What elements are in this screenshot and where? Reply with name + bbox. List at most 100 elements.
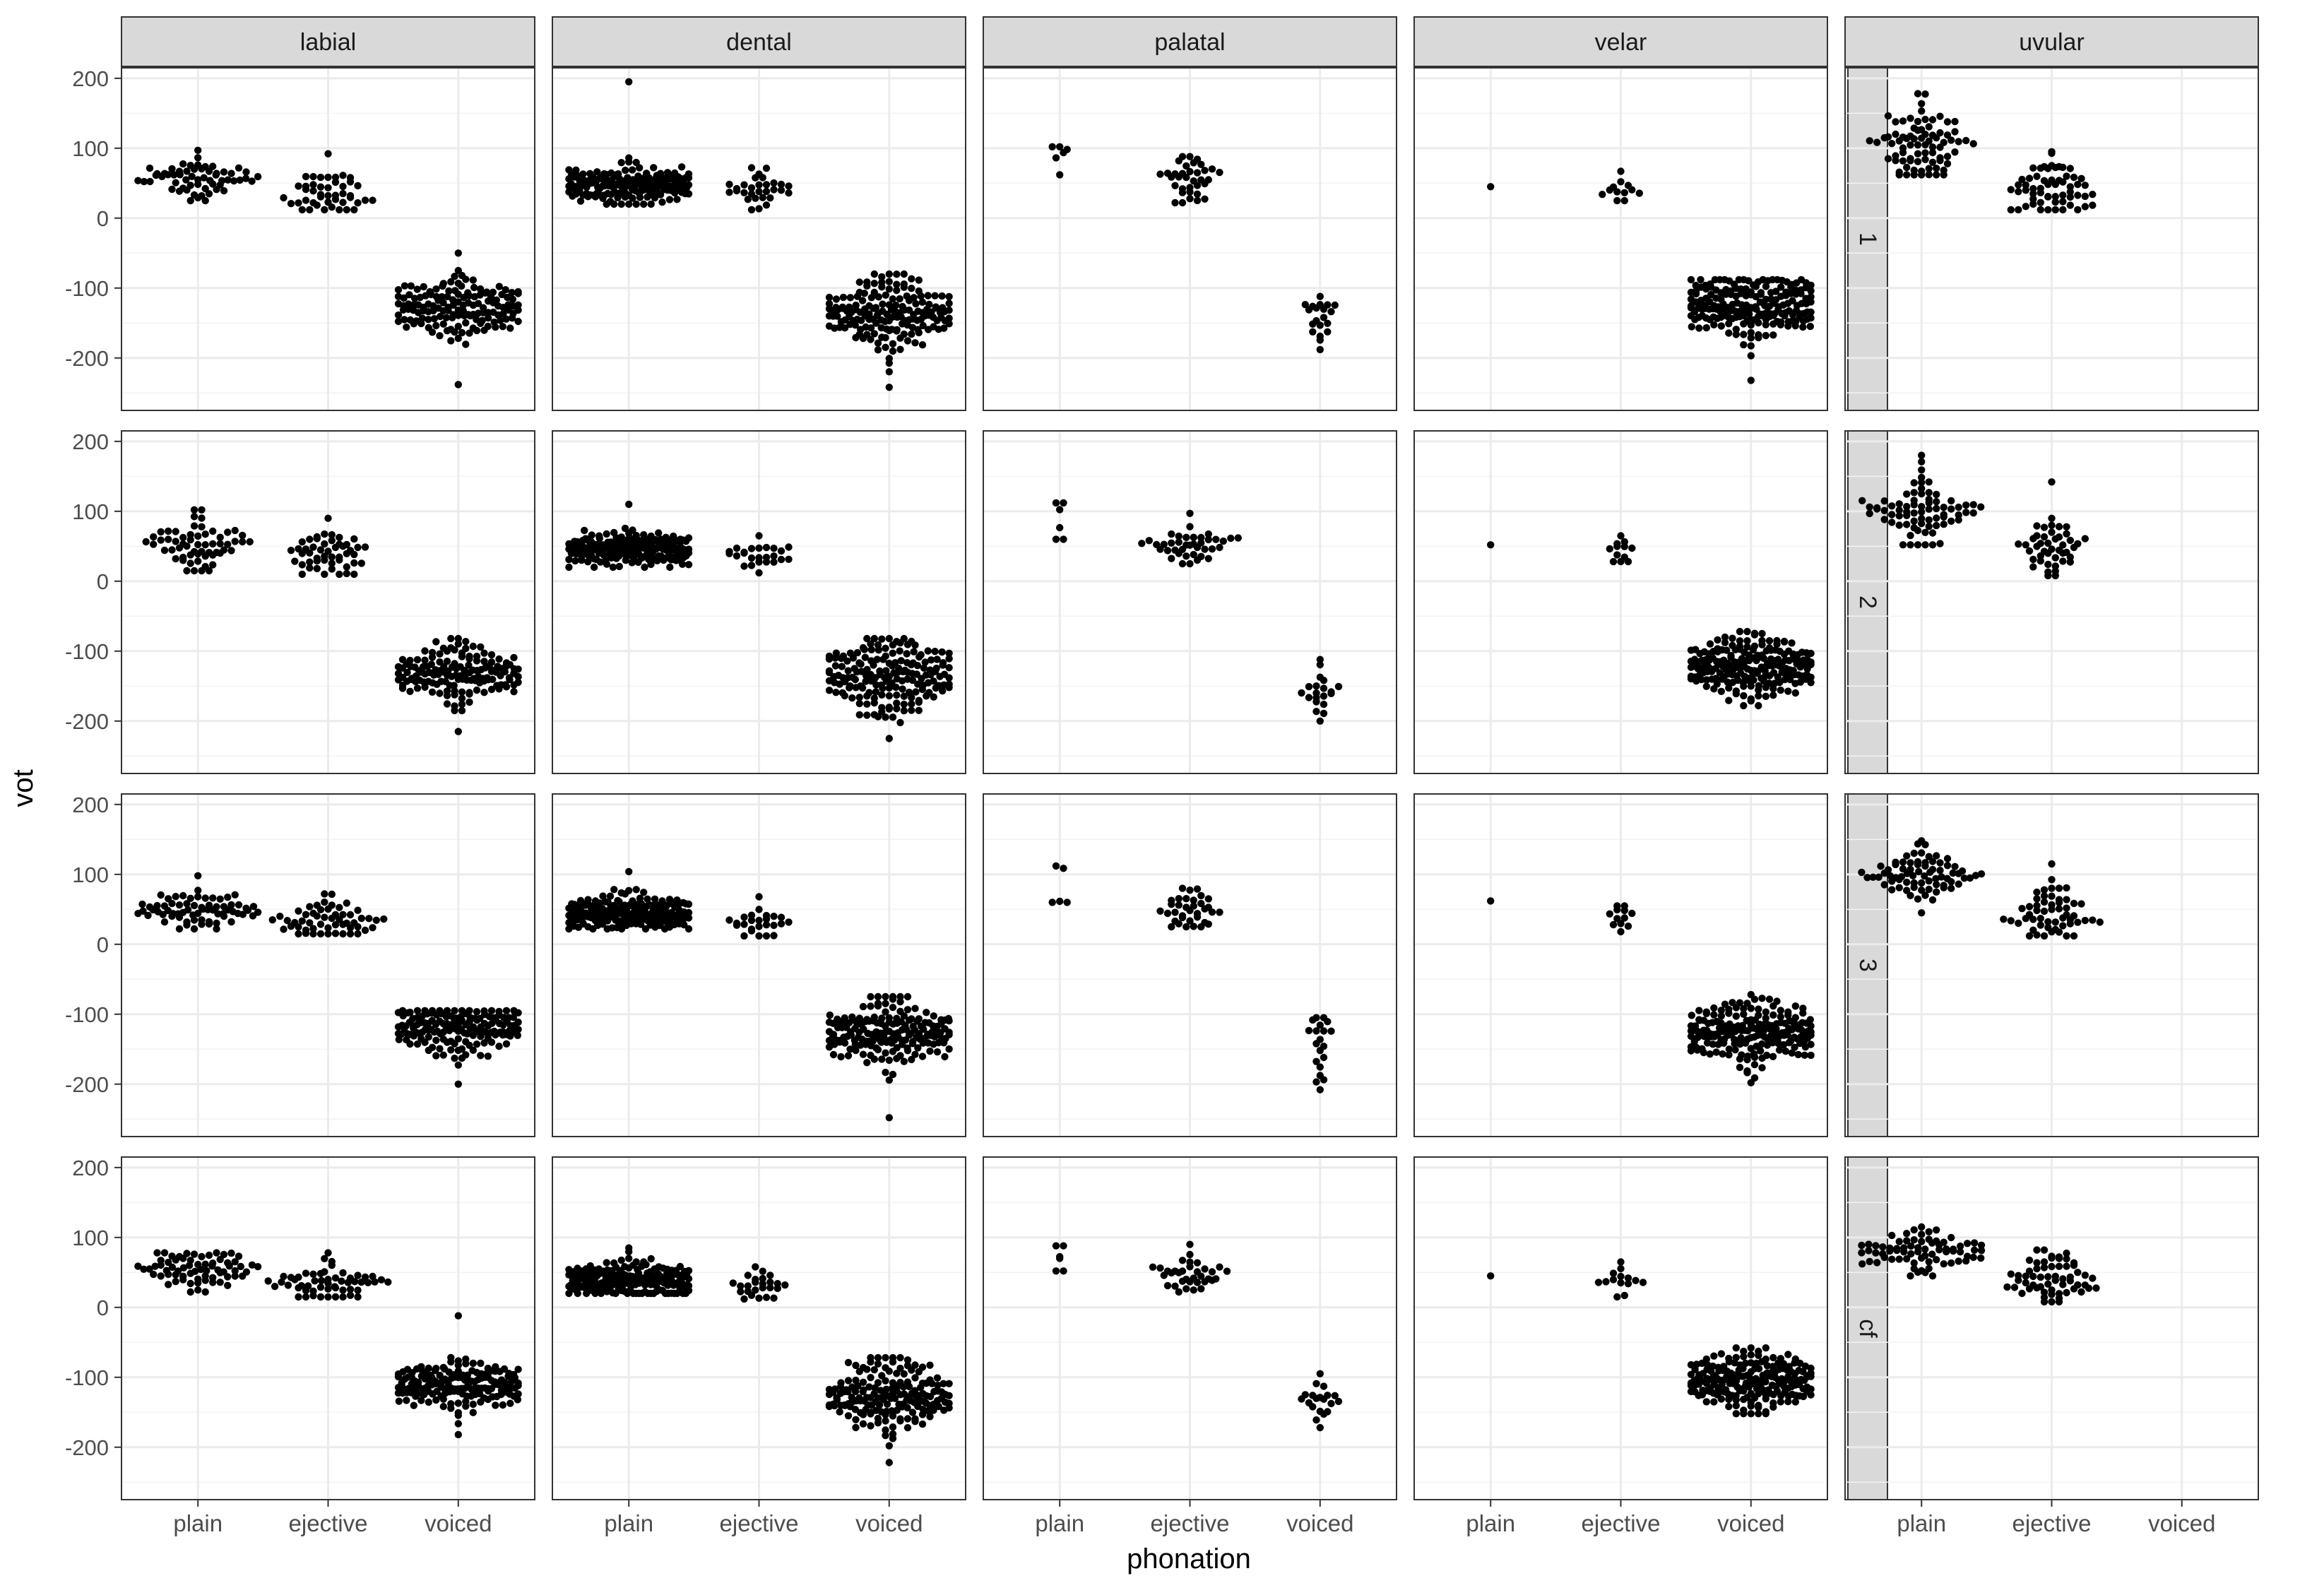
data-point (1925, 1258, 1933, 1266)
data-point (454, 381, 462, 389)
data-point (885, 1114, 894, 1122)
data-point (1925, 877, 1933, 885)
data-point (882, 1411, 889, 1419)
data-point (324, 191, 332, 200)
data-point (1168, 530, 1175, 538)
data-point (298, 538, 306, 546)
data-point (1858, 497, 1866, 504)
data-point (882, 1426, 889, 1434)
data-point (182, 176, 190, 184)
data-point (2089, 191, 2097, 198)
data-point (469, 1031, 477, 1040)
data-point (770, 913, 778, 920)
data-point (684, 914, 693, 922)
data-point (2048, 1291, 2056, 1298)
data-point (924, 292, 932, 300)
data-point (436, 332, 444, 340)
x-axis-title: phonation (1127, 1543, 1251, 1575)
data-point (911, 1418, 919, 1425)
data-point (1168, 539, 1175, 547)
data-point (899, 1383, 908, 1391)
data-point (454, 1420, 462, 1428)
data-point (1186, 541, 1194, 549)
data-point (1731, 1359, 1738, 1367)
data-point (2044, 165, 2052, 172)
data-point (859, 1050, 867, 1058)
data-point (643, 185, 651, 194)
data-point (1327, 1399, 1335, 1408)
data-point (617, 159, 625, 167)
data-point (1769, 331, 1777, 339)
data-point (201, 1276, 209, 1284)
data-point (885, 384, 894, 391)
data-point (201, 1288, 209, 1296)
data-point (447, 278, 455, 286)
data-point (469, 1359, 477, 1368)
data-point (1750, 1053, 1759, 1062)
data-point (882, 992, 889, 1001)
data-point (321, 913, 328, 921)
data-point (439, 282, 446, 290)
data-point (665, 196, 674, 203)
data-point (1947, 1259, 1955, 1267)
data-point (1692, 290, 1700, 298)
data-point (295, 930, 302, 938)
data-point (2040, 1288, 2049, 1296)
data-point (2048, 906, 2056, 913)
data-point (918, 298, 927, 306)
data-point (737, 1282, 745, 1290)
data-point (432, 638, 440, 646)
data-point (2007, 186, 2015, 194)
data-point (1947, 1233, 1955, 1242)
group-palatal-cf-voiced (1298, 1370, 1343, 1432)
data-point (2033, 888, 2041, 896)
data-point (915, 653, 923, 661)
group-labial-3-ejective (268, 890, 388, 938)
data-point (1949, 1247, 1957, 1255)
data-point (227, 1249, 235, 1257)
data-point (762, 921, 771, 929)
data-point (1186, 1263, 1194, 1271)
data-point (1613, 551, 1621, 559)
data-point (1858, 1241, 1866, 1250)
data-point (280, 925, 287, 933)
data-point (1309, 320, 1317, 328)
data-point (350, 206, 358, 214)
data-point (466, 292, 473, 300)
data-point (1969, 501, 1977, 509)
data-point (911, 339, 919, 347)
data-point (1936, 143, 1944, 151)
data-point (1936, 540, 1944, 547)
data-point (380, 915, 388, 923)
data-point (401, 316, 408, 324)
data-point (1216, 543, 1223, 552)
data-point (331, 930, 340, 937)
data-point (1320, 1076, 1328, 1084)
y-tick-label: -100 (65, 276, 109, 301)
data-point (1175, 895, 1183, 903)
data-point (766, 194, 774, 202)
data-point (647, 560, 655, 569)
data-point (766, 1271, 774, 1279)
data-point (825, 687, 834, 694)
data-point (425, 1398, 432, 1406)
group-dental-3-plain (565, 867, 693, 933)
data-point (878, 1372, 886, 1380)
data-point (445, 287, 453, 295)
data-point (1875, 873, 1883, 882)
data-point (844, 1412, 853, 1420)
data-point (239, 531, 247, 540)
data-point (1755, 1351, 1762, 1360)
data-point (369, 924, 377, 932)
data-point (908, 285, 915, 292)
data-point (1320, 677, 1328, 684)
data-point (185, 1262, 194, 1269)
data-point (338, 1277, 345, 1285)
data-point (1866, 137, 1873, 145)
data-point (1938, 873, 1945, 881)
data-point (495, 283, 503, 290)
data-point (316, 1293, 325, 1301)
data-point (1320, 692, 1328, 700)
data-point (287, 200, 295, 208)
data-point (857, 660, 865, 668)
